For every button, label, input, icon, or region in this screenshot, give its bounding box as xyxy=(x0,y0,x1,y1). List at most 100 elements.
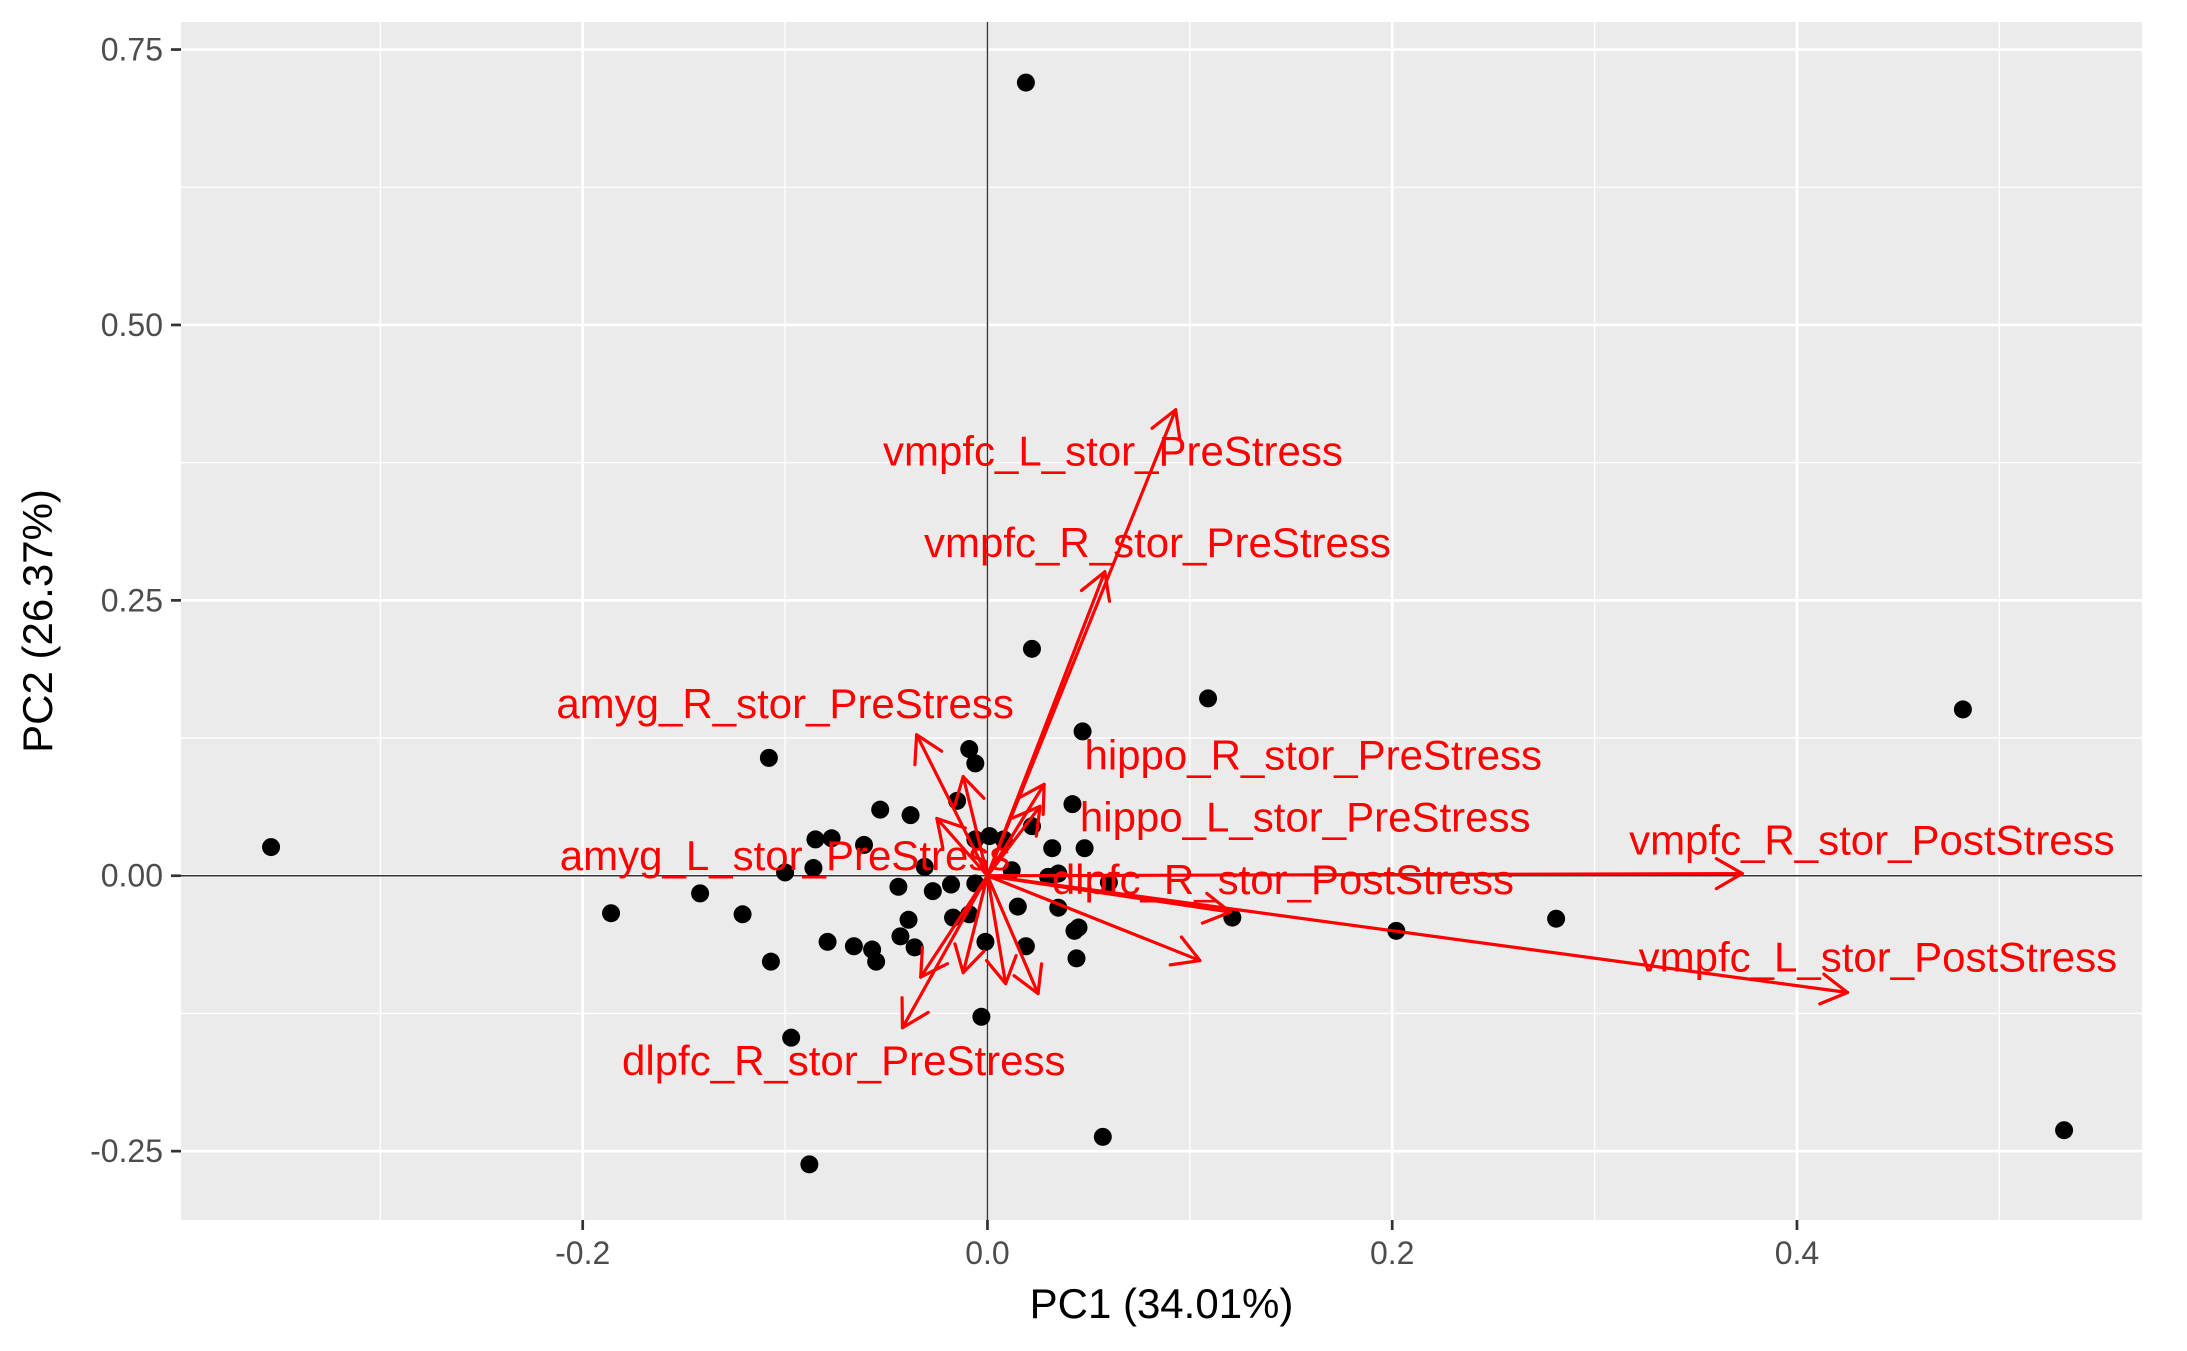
score-point xyxy=(818,932,837,951)
score-point xyxy=(691,884,710,903)
score-point xyxy=(871,800,890,819)
loading-arrowhead xyxy=(1714,857,1744,891)
x-tick-label: 0.0 xyxy=(965,1235,1009,1271)
y-tick-label: 0.25 xyxy=(101,582,163,618)
loading-arrow-shaft xyxy=(915,733,990,878)
loading-labels: vmpfc_L_stor_PreStress vmpfc_R_stor_PreSt… xyxy=(556,428,2117,1084)
y-tick-label: 0.50 xyxy=(101,307,163,343)
score-point xyxy=(2055,1121,2074,1140)
y-axis-title: PC2 (26.37%) xyxy=(14,489,61,753)
score-point xyxy=(761,952,780,971)
score-point xyxy=(891,927,910,946)
minor-gridlines xyxy=(181,22,2142,1220)
score-point xyxy=(976,932,995,951)
loading-arrow xyxy=(919,874,990,979)
loading-arrowhead xyxy=(953,775,986,808)
loading-label: vmpfc_L_stor_PreStress xyxy=(883,428,1343,475)
loading-arrow-shaft xyxy=(961,775,990,878)
score-point xyxy=(972,1007,991,1026)
loading-arrow xyxy=(953,775,990,878)
loading-arrow-shaft xyxy=(985,871,1744,878)
y-tick-label: -0.25 xyxy=(90,1133,163,1169)
score-point xyxy=(867,952,886,971)
loading-arrow-shaft xyxy=(985,804,1042,878)
loading-arrow xyxy=(985,570,1112,878)
score-point xyxy=(806,830,825,849)
loading-label: vmpfc_R_stor_PreStress xyxy=(924,519,1391,566)
score-points xyxy=(262,73,2074,1174)
loading-arrow xyxy=(913,733,990,878)
loading-label: dlpfc_R_stor_PostStress xyxy=(1052,856,1514,903)
y-tick-label: 0.00 xyxy=(101,858,163,894)
score-point xyxy=(733,905,752,924)
score-point xyxy=(822,829,841,848)
loading-label: amyg_R_stor_PreStress xyxy=(556,680,1014,727)
loading-label: hippo_R_stor_PreStress xyxy=(1084,732,1542,779)
score-point xyxy=(1016,73,1035,92)
score-point xyxy=(1547,909,1566,928)
loading-arrowhead xyxy=(1818,972,1850,1006)
loading-arrowhead xyxy=(1016,782,1046,816)
loading-arrow-shaft xyxy=(985,874,1850,995)
loading-arrow-shaft xyxy=(985,570,1107,878)
loading-label: dlpfc_R_stor_PreStress xyxy=(622,1037,1066,1084)
loading-label: hippo_L_stor_PreStress xyxy=(1080,793,1531,840)
score-point xyxy=(1008,897,1027,916)
loading-arrow xyxy=(985,804,1042,878)
score-point xyxy=(262,838,281,857)
loading-arrowhead xyxy=(919,945,950,979)
loading-arrowhead xyxy=(1012,962,1044,996)
score-point xyxy=(905,938,924,957)
loading-arrow-shaft xyxy=(961,874,990,975)
loading-arrow xyxy=(985,874,1202,967)
loading-arrow xyxy=(984,874,1018,986)
score-point xyxy=(602,904,621,923)
loading-label: vmpfc_L_stor_PostStress xyxy=(1639,933,2118,980)
loading-arrow-shaft xyxy=(985,874,1008,986)
score-point xyxy=(776,863,795,882)
score-point xyxy=(855,835,874,854)
y-tick-label: 0.75 xyxy=(101,32,163,68)
loading-arrow-shaft xyxy=(985,874,1040,996)
score-point xyxy=(759,748,778,767)
score-point xyxy=(804,859,823,878)
loading-arrow-shaft xyxy=(935,816,990,878)
loading-arrow xyxy=(953,874,990,975)
loading-arrow xyxy=(985,782,1046,878)
score-point xyxy=(980,827,999,846)
score-point xyxy=(1073,722,1092,741)
loading-arrow xyxy=(935,816,990,878)
loading-label: amyg_L_stor_PreStress xyxy=(560,832,1011,879)
loading-arrow xyxy=(985,874,1044,996)
score-point xyxy=(1043,839,1062,858)
loading-arrow-shaft xyxy=(985,782,1046,878)
loading-arrow-shaft xyxy=(900,874,990,1030)
score-point xyxy=(844,937,863,956)
score-point xyxy=(915,857,934,876)
loading-arrow xyxy=(900,874,990,1030)
panel-background xyxy=(181,22,2142,1220)
score-point xyxy=(1049,864,1068,883)
loading-arrowhead xyxy=(935,816,967,850)
loading-arrowhead xyxy=(984,953,1018,986)
loading-arrowhead xyxy=(1200,891,1232,925)
score-point xyxy=(899,910,918,929)
loading-arrows xyxy=(900,408,1850,1030)
score-point xyxy=(1022,639,1041,658)
loading-arrow-shaft xyxy=(919,874,990,979)
score-point xyxy=(1099,873,1118,892)
loading-arrow xyxy=(985,874,1850,1006)
x-tick-label: 0.2 xyxy=(1370,1235,1414,1271)
loading-arrow xyxy=(985,857,1744,891)
score-point xyxy=(1093,1127,1112,1146)
loading-arrowhead xyxy=(953,942,986,975)
score-point xyxy=(901,806,920,825)
score-point xyxy=(966,754,985,773)
score-point xyxy=(942,875,961,894)
score-point xyxy=(1953,700,1972,719)
score-point xyxy=(1065,921,1084,940)
score-point xyxy=(960,740,979,759)
score-point xyxy=(889,877,908,896)
score-point xyxy=(1199,689,1218,708)
loading-arrowhead xyxy=(1010,804,1042,838)
